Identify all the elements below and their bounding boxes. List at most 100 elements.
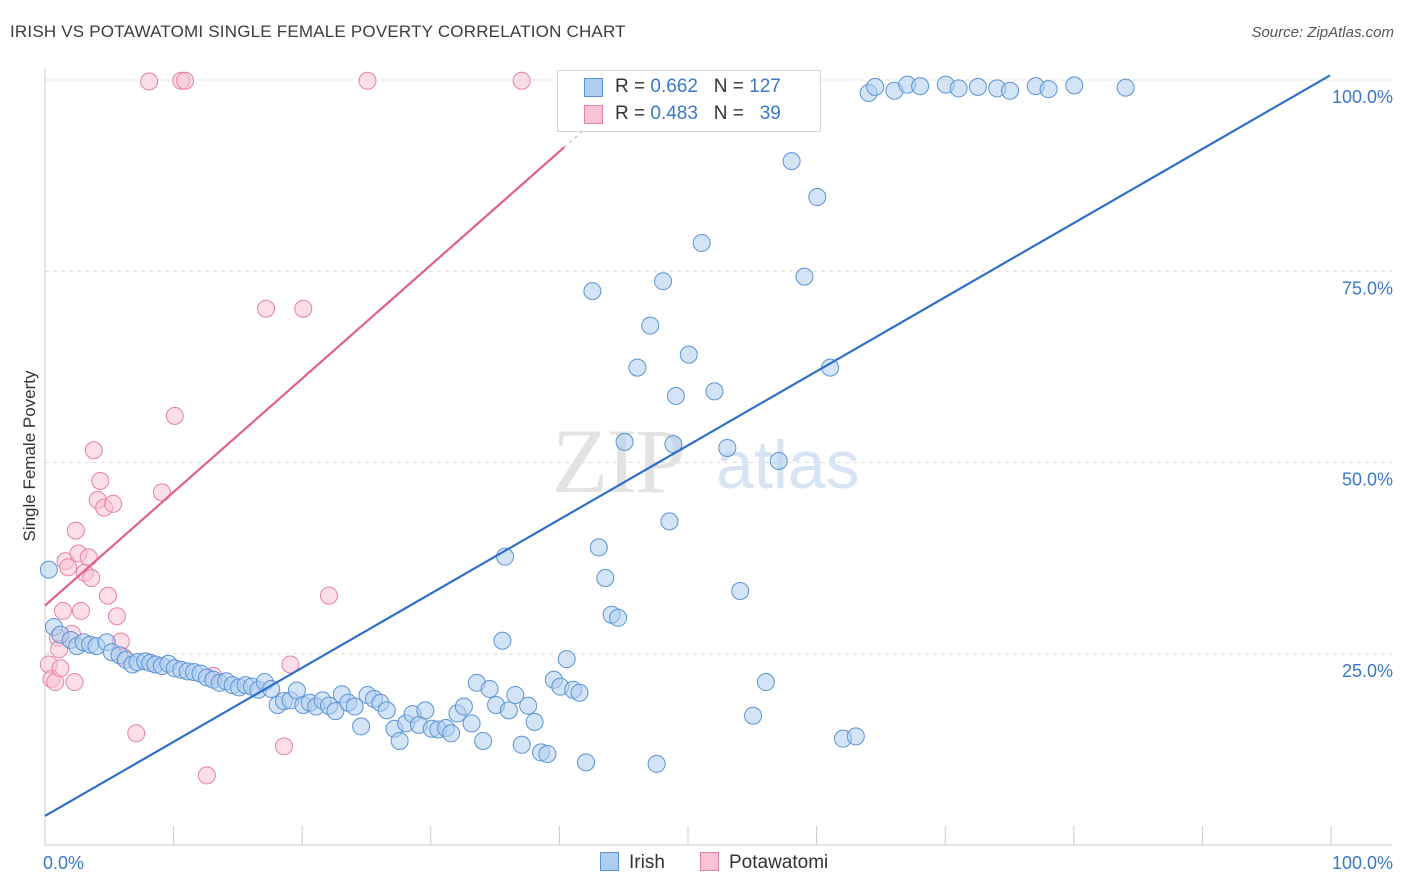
x-tick-label-max: 100.0% — [1332, 853, 1393, 873]
irish-point — [660, 512, 679, 531]
irish-point — [493, 631, 512, 650]
irish-point — [474, 731, 493, 750]
y-tick-label: 25.0% — [1342, 661, 1393, 681]
bottom-pot-label: Potawatomi — [729, 852, 829, 873]
gridlines — [45, 79, 1392, 655]
irish-point — [499, 701, 518, 720]
irish-n-value: 127 — [749, 76, 781, 97]
irish-point — [352, 717, 371, 736]
potawatomi-point — [281, 655, 300, 674]
potawatomi-point — [82, 569, 101, 588]
potawatomi-point — [98, 586, 117, 605]
irish-point — [654, 272, 673, 291]
potawatomi-point — [165, 406, 184, 425]
irish-point — [866, 77, 885, 96]
potawatomi-point — [71, 601, 90, 620]
pot-n-value: 39 — [759, 103, 781, 124]
potawatomi-point — [197, 766, 216, 785]
irish-point — [911, 77, 930, 96]
correlation-legend: R = 0.662 N = 127 R = 0.483 N = 39 — [557, 70, 821, 132]
y-axis-label: Single Female Poverty — [20, 370, 39, 542]
bottom-irish-label: Irish — [629, 852, 665, 873]
pot-r-value: 0.483 — [650, 103, 698, 124]
potawatomi-point — [319, 586, 338, 605]
irish-point — [39, 560, 58, 579]
trendlines — [44, 74, 1331, 817]
irish-point — [557, 650, 576, 669]
irish-point — [506, 686, 525, 705]
irish-point — [679, 345, 698, 364]
irish-point — [782, 152, 801, 171]
irish-trendline — [44, 74, 1331, 817]
potawatomi-point — [176, 71, 195, 90]
irish-point — [1001, 81, 1020, 100]
potawatomi-point — [152, 483, 171, 502]
irish-point — [692, 233, 711, 252]
potawatomi-point — [65, 673, 84, 692]
watermark-zip: ZIP — [552, 410, 684, 512]
potawatomi-point — [257, 299, 276, 318]
irish-point — [666, 386, 685, 405]
irish-point — [454, 697, 473, 716]
irish-point — [705, 382, 724, 401]
irish-r-value: 0.662 — [650, 76, 698, 97]
source-label: Source: ZipAtlas.com — [1251, 24, 1394, 41]
irish-point — [968, 77, 987, 96]
y-tick-label: 100.0% — [1332, 87, 1393, 107]
x-tick-labels: 0.0% 100.0% — [43, 853, 1393, 873]
irish-point — [609, 608, 628, 627]
irish-point — [538, 744, 557, 763]
irish-point — [583, 282, 602, 301]
potawatomi-point — [107, 607, 126, 626]
irish-point — [846, 727, 865, 746]
bottom-legend-potawatomi: Potawatomi — [700, 852, 828, 874]
pot-n-label: N = — [713, 103, 750, 124]
potawatomi-point — [294, 299, 313, 318]
y-tick-label: 50.0% — [1342, 470, 1393, 490]
potawatomi-point — [358, 71, 377, 90]
irish-point — [628, 358, 647, 377]
irish-point — [576, 753, 595, 772]
axes — [44, 68, 1392, 846]
irish-point — [647, 754, 666, 773]
irish-point — [615, 432, 634, 451]
potawatomi-point — [79, 548, 98, 567]
x-tick-label-min: 0.0% — [43, 853, 84, 873]
bottom-legend-irish: Irish — [600, 852, 665, 874]
irish-point — [949, 79, 968, 98]
irish-point — [462, 714, 481, 733]
irish-point — [756, 673, 775, 692]
irish-point — [390, 731, 409, 750]
irish-point — [1065, 76, 1084, 95]
irish-point — [442, 724, 461, 743]
potawatomi-point — [275, 737, 294, 756]
irish-point — [326, 702, 345, 721]
potawatomi-point — [84, 441, 103, 460]
potawatomi-points — [39, 71, 531, 785]
potawatomi-point — [59, 558, 78, 577]
irish-point — [1116, 78, 1135, 97]
potawatomi-point — [140, 72, 159, 91]
irish-point — [744, 706, 763, 725]
irish-swatch — [584, 78, 603, 97]
irish-point — [1039, 80, 1058, 99]
irish-points — [39, 75, 1135, 773]
potawatomi-point — [512, 71, 531, 90]
irish-point — [519, 696, 538, 715]
irish-point — [795, 267, 814, 286]
irish-point — [512, 735, 531, 754]
irish-point — [262, 679, 281, 698]
potawatomi-trendline — [44, 146, 565, 607]
irish-point — [808, 188, 827, 207]
chart-title: IRISH VS POTAWATOMI SINGLE FEMALE POVERT… — [10, 22, 626, 41]
potawatomi-point — [51, 659, 70, 678]
potawatomi-point — [91, 471, 110, 490]
irish-point — [731, 582, 750, 601]
pot-r-label: R = — [615, 103, 651, 124]
potawatomi-point — [104, 494, 123, 513]
irish-point — [769, 451, 788, 470]
irish-r-label: R = — [615, 76, 651, 97]
irish-point — [596, 569, 615, 588]
y-tick-labels: 25.0% 50.0% 75.0% 100.0% — [1332, 87, 1393, 681]
